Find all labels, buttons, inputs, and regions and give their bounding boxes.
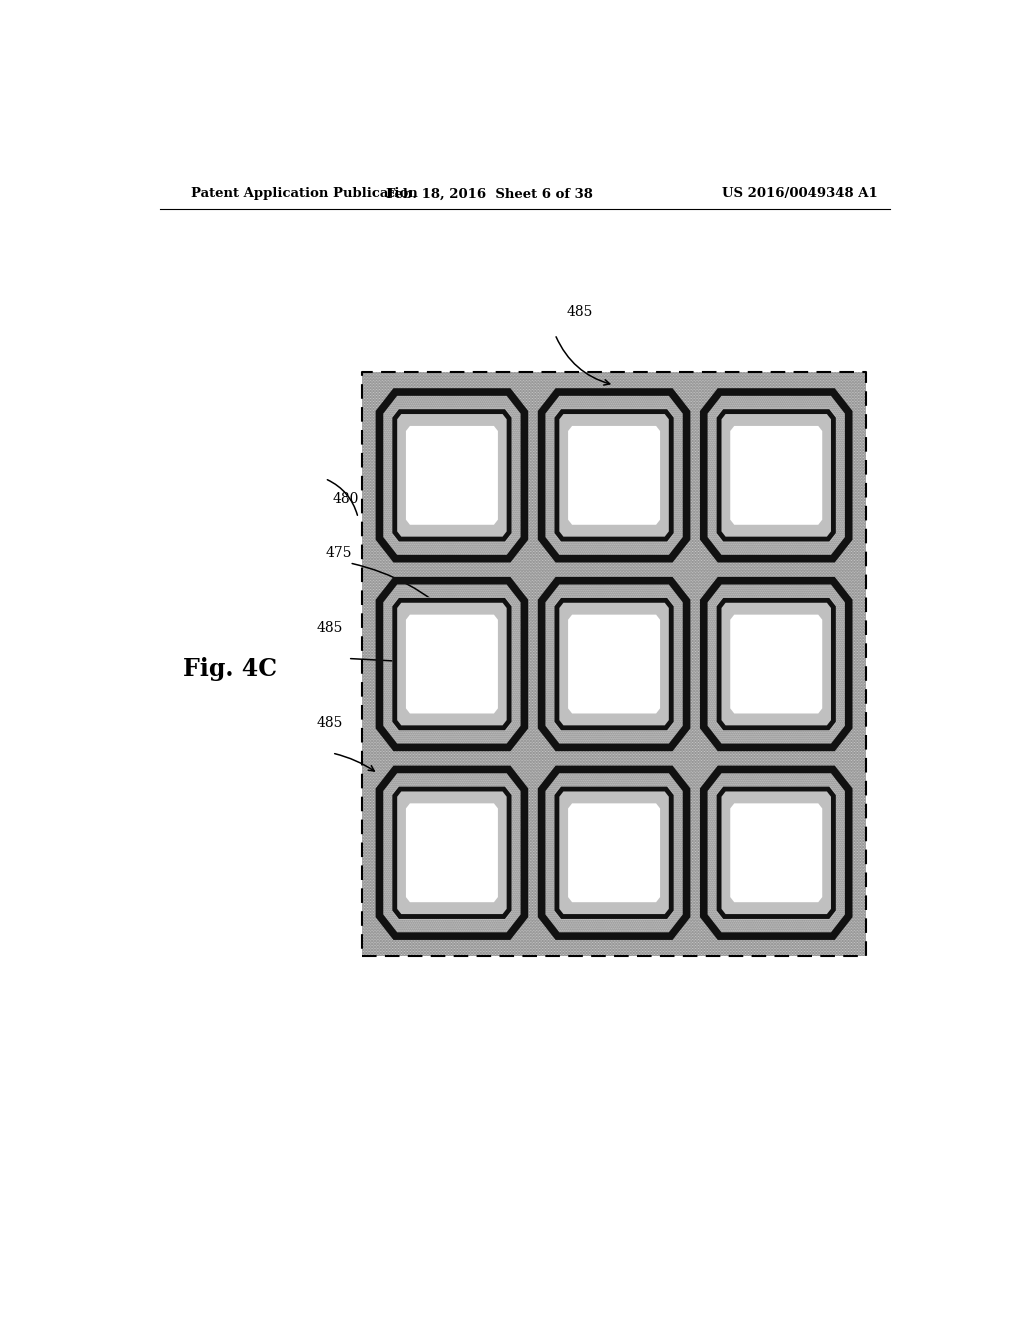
Polygon shape	[555, 785, 674, 920]
Text: Feb. 18, 2016  Sheet 6 of 38: Feb. 18, 2016 Sheet 6 of 38	[386, 187, 593, 201]
Text: 485: 485	[567, 305, 593, 319]
Text: 485: 485	[316, 715, 342, 730]
Polygon shape	[730, 615, 822, 714]
Polygon shape	[406, 804, 498, 902]
Polygon shape	[540, 767, 688, 939]
Polygon shape	[378, 391, 526, 561]
Polygon shape	[540, 391, 688, 561]
Text: Patent Application Publication: Patent Application Publication	[191, 187, 418, 201]
Text: 485: 485	[316, 620, 342, 635]
Text: 475: 475	[326, 545, 352, 560]
Polygon shape	[568, 615, 660, 714]
Polygon shape	[555, 597, 674, 731]
Polygon shape	[702, 391, 850, 561]
Polygon shape	[702, 767, 850, 939]
Polygon shape	[392, 785, 511, 920]
Polygon shape	[406, 615, 498, 714]
Polygon shape	[392, 409, 511, 543]
Bar	[362, 372, 866, 956]
Polygon shape	[730, 804, 822, 902]
Polygon shape	[717, 409, 836, 543]
Bar	[362, 372, 866, 956]
Polygon shape	[730, 426, 822, 525]
Text: US 2016/0049348 A1: US 2016/0049348 A1	[722, 187, 878, 201]
Polygon shape	[540, 579, 688, 750]
Polygon shape	[717, 597, 836, 731]
Polygon shape	[702, 579, 850, 750]
Polygon shape	[568, 804, 660, 902]
Polygon shape	[568, 426, 660, 525]
Text: Fig. 4C: Fig. 4C	[182, 656, 276, 681]
Polygon shape	[392, 597, 511, 731]
Polygon shape	[555, 409, 674, 543]
Polygon shape	[406, 426, 498, 525]
Polygon shape	[717, 785, 836, 920]
Text: 480: 480	[333, 492, 359, 506]
Polygon shape	[378, 579, 526, 750]
Polygon shape	[378, 767, 526, 939]
